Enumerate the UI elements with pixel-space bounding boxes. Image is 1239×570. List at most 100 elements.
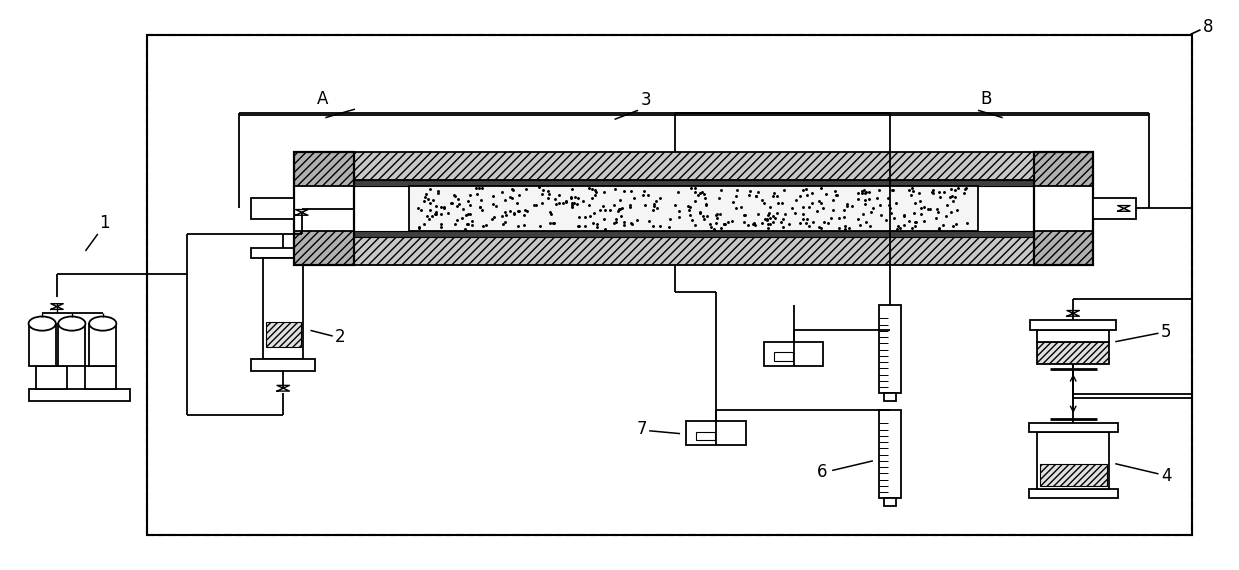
Bar [764, 342, 824, 365]
Point [799, 221, 819, 230]
Bar [147, 35, 1192, 535]
Point [866, 194, 886, 203]
Point [824, 196, 844, 205]
Point [608, 206, 628, 215]
Point [426, 210, 446, 219]
Point [620, 202, 639, 211]
Point [774, 210, 794, 219]
Point [422, 211, 442, 221]
Point [484, 213, 504, 222]
Point [758, 223, 778, 232]
Bar [89, 324, 116, 366]
Point [826, 190, 846, 200]
Point [840, 223, 860, 232]
Point [933, 221, 953, 230]
Point [504, 208, 524, 217]
Point [460, 201, 479, 210]
Point [767, 191, 787, 200]
Point [482, 214, 502, 223]
Point [957, 218, 976, 227]
Point [696, 200, 716, 209]
Point [410, 206, 430, 215]
Bar [28, 324, 56, 366]
Point [627, 215, 647, 224]
Point [760, 209, 779, 218]
Point [497, 211, 517, 220]
Point [774, 185, 794, 194]
Point [758, 210, 778, 219]
Point [909, 188, 929, 197]
Point [828, 190, 847, 200]
Point [882, 185, 902, 194]
Point [711, 223, 731, 233]
Point [852, 189, 872, 198]
Bar [353, 231, 1033, 237]
Point [937, 211, 957, 221]
Point [927, 204, 947, 213]
Point [679, 205, 699, 214]
Point [643, 205, 663, 214]
Point [891, 224, 911, 233]
Point [582, 194, 602, 203]
Bar [885, 498, 896, 506]
Point [913, 203, 933, 212]
Point [886, 198, 906, 207]
Bar [264, 258, 304, 359]
Point [797, 184, 817, 193]
Point [957, 184, 976, 193]
Point [818, 218, 838, 227]
Ellipse shape [28, 316, 56, 331]
Point [621, 186, 641, 195]
Bar [880, 305, 901, 393]
Point [790, 219, 810, 228]
Point [420, 184, 440, 193]
Point [707, 209, 727, 218]
Point [460, 190, 479, 200]
Point [503, 185, 523, 194]
Point [467, 189, 487, 198]
Point [888, 222, 908, 231]
Point [694, 189, 714, 198]
Point [722, 198, 742, 207]
Point [680, 210, 700, 219]
Point [714, 219, 733, 228]
Point [763, 192, 783, 201]
Point [843, 202, 862, 211]
Point [893, 221, 913, 230]
Point [922, 188, 942, 197]
Point [509, 206, 529, 215]
Point [717, 217, 737, 226]
Bar [353, 180, 1033, 186]
Point [560, 193, 580, 202]
Point [572, 197, 592, 206]
Point [514, 221, 534, 230]
Point [880, 204, 900, 213]
Point [835, 222, 855, 231]
Point [431, 220, 451, 229]
Point [570, 221, 590, 230]
Point [735, 217, 755, 226]
Point [685, 188, 705, 197]
Point [904, 218, 924, 227]
Point [643, 222, 663, 231]
Point [563, 185, 582, 194]
Point [727, 186, 747, 195]
Point [797, 190, 817, 200]
Point [659, 222, 679, 231]
Bar [1037, 331, 1109, 342]
Point [593, 214, 613, 223]
Point [524, 201, 544, 210]
Point [945, 192, 965, 201]
Point [420, 205, 440, 214]
Point [486, 202, 506, 211]
Point [740, 187, 760, 196]
Bar [295, 231, 353, 265]
Point [556, 198, 576, 207]
Point [425, 209, 445, 218]
Point [823, 205, 843, 214]
Point [934, 187, 954, 196]
Point [610, 204, 629, 213]
Bar [686, 421, 746, 445]
Point [954, 188, 974, 197]
Point [856, 187, 876, 196]
